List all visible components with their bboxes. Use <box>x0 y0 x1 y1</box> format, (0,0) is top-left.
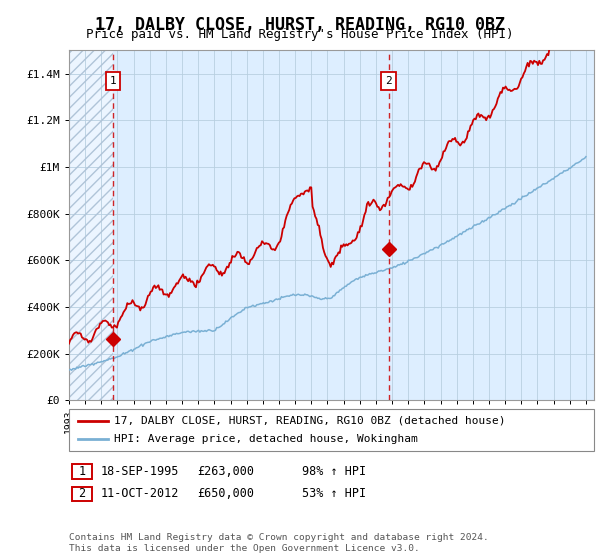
Text: 17, DALBY CLOSE, HURST, READING, RG10 0BZ (detached house): 17, DALBY CLOSE, HURST, READING, RG10 0B… <box>114 416 505 426</box>
Text: HPI: Average price, detached house, Wokingham: HPI: Average price, detached house, Woki… <box>114 434 418 444</box>
Text: 53% ↑ HPI: 53% ↑ HPI <box>302 487 366 501</box>
Text: 98% ↑ HPI: 98% ↑ HPI <box>302 465 366 478</box>
Text: Contains HM Land Registry data © Crown copyright and database right 2024.
This d: Contains HM Land Registry data © Crown c… <box>69 533 489 553</box>
Text: 1: 1 <box>110 76 116 86</box>
Bar <box>69 50 113 400</box>
Text: 2: 2 <box>385 76 392 86</box>
Bar <box>69 50 113 400</box>
Text: £263,000: £263,000 <box>197 465 254 478</box>
Text: £650,000: £650,000 <box>197 487 254 501</box>
Text: Price paid vs. HM Land Registry's House Price Index (HPI): Price paid vs. HM Land Registry's House … <box>86 28 514 41</box>
Text: 1: 1 <box>79 465 85 478</box>
Text: 18-SEP-1995: 18-SEP-1995 <box>101 465 179 478</box>
Text: 11-OCT-2012: 11-OCT-2012 <box>101 487 179 501</box>
Text: 17, DALBY CLOSE, HURST, READING, RG10 0BZ: 17, DALBY CLOSE, HURST, READING, RG10 0B… <box>95 16 505 34</box>
Text: 2: 2 <box>79 487 85 501</box>
